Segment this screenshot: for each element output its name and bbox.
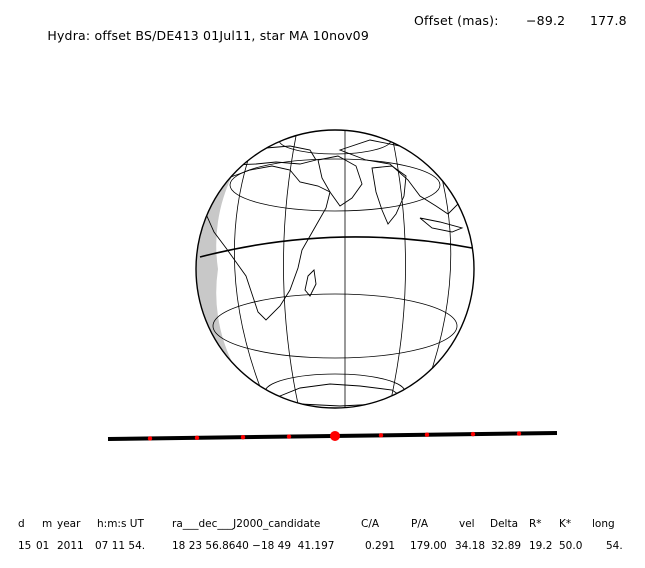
hdr-coords: ra___dec___J2000_candidate — [172, 518, 321, 530]
africa-outline — [205, 165, 331, 321]
graticule — [212, 130, 458, 408]
track-marker — [470, 431, 476, 437]
track-marker — [424, 432, 430, 437]
offset-dec-value: 177.8 — [590, 13, 627, 28]
india-outline — [371, 165, 407, 225]
hdr-time: h:m:s UT — [97, 518, 144, 530]
val-coords: 18 23 56.8640 −18 49 41.197 — [172, 540, 335, 552]
val-delta: 32.89 — [491, 540, 522, 552]
track-marker — [240, 434, 246, 440]
val-rstar: 19.2 — [529, 540, 553, 552]
night-shading — [196, 176, 232, 362]
val-long: 54. — [606, 540, 623, 552]
arabia-outline — [317, 155, 363, 207]
hdr-vel: vel — [459, 518, 475, 530]
hdr-d: d — [18, 518, 25, 530]
title-main: Hydra: offset BS/DE413 01Jul11, star MA … — [47, 28, 369, 43]
madagascar-outline — [304, 269, 317, 297]
track-marker — [286, 434, 292, 439]
hdr-kstar: K* — [559, 518, 572, 530]
track-marker — [194, 435, 200, 441]
val-pa: 179.00 — [410, 540, 447, 552]
asia-outline — [338, 139, 461, 215]
central-event-marker — [330, 430, 340, 441]
globe-limb — [195, 129, 475, 409]
hdr-year: year — [57, 518, 81, 530]
offset-label: Offset (mas): — [414, 13, 499, 28]
plot-title: Hydra: offset BS/DE413 01Jul11, star MA … — [39, 13, 626, 88]
hdr-m: m — [42, 518, 53, 530]
hdr-pa: P/A — [411, 518, 429, 530]
offset-ra-value: −89.2 — [526, 13, 566, 28]
track-marker — [516, 431, 522, 436]
hdr-long: long — [592, 518, 615, 530]
val-year: 2011 — [57, 540, 84, 552]
val-ca: 0.291 — [365, 540, 396, 552]
val-vel: 34.18 — [455, 540, 486, 552]
hdr-ca: C/A — [361, 518, 380, 530]
val-m: 01 — [36, 540, 50, 552]
hdr-rstar: R* — [529, 518, 542, 530]
europe-outline — [230, 145, 317, 166]
continents — [205, 139, 464, 407]
indonesia-outline — [419, 217, 464, 233]
track-marker — [378, 433, 384, 438]
track-marker — [147, 436, 153, 441]
val-time: 07 11 54. — [95, 540, 146, 552]
occultation-latitude-line — [199, 236, 473, 258]
val-d: 15 — [18, 540, 32, 552]
hdr-delta: Delta — [490, 518, 519, 530]
track-markers — [147, 430, 522, 441]
val-kstar: 50.0 — [559, 540, 583, 552]
